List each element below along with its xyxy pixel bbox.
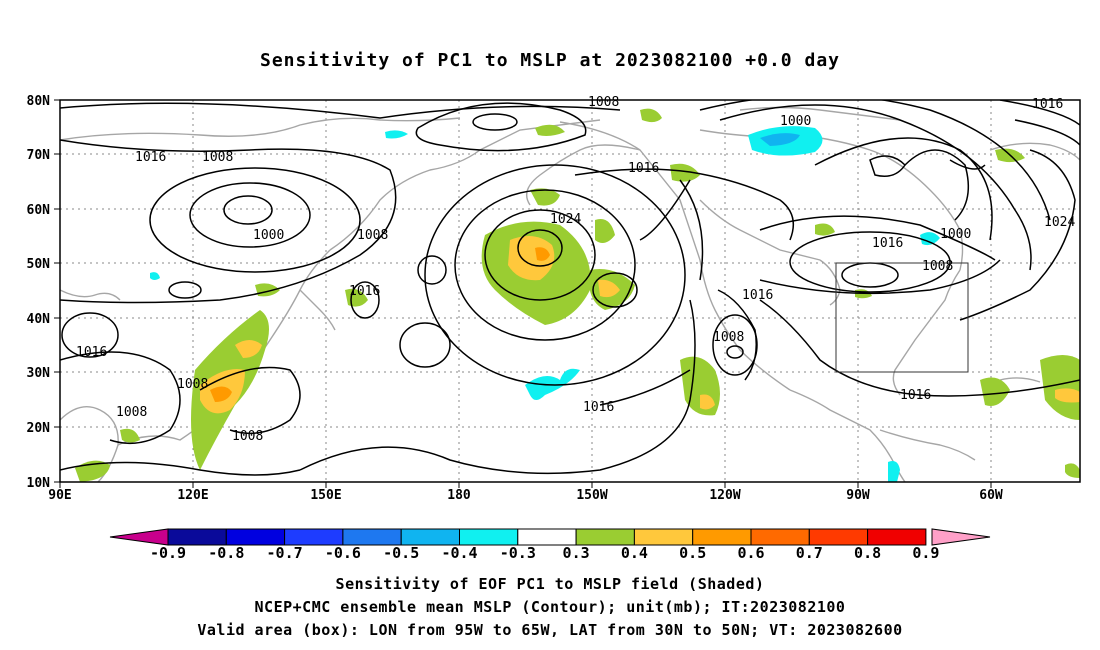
isobar-label: 1008 (177, 377, 208, 392)
colorbar-label: 0.4 (621, 544, 648, 562)
longitude-labels: 90E 120E 150E 180 150W 120W 90W 60W (48, 488, 1003, 503)
isobar-label: 1016 (872, 236, 903, 251)
lon-label: 90W (846, 488, 870, 503)
colorbar-label: -0.8 (208, 544, 244, 562)
colorbar-label: 0.8 (854, 544, 881, 562)
colorbar-label: -0.7 (267, 544, 303, 562)
colorbar-label: 0.9 (912, 544, 939, 562)
lat-label: 30N (27, 366, 51, 381)
positive-sensitivity-shading (75, 108, 1080, 482)
lat-label: 70N (27, 148, 51, 163)
isobar-label: 1008 (116, 405, 147, 420)
tick-marks (54, 99, 992, 488)
isobar-label: 1008 (713, 330, 744, 345)
lon-label: 180 (447, 488, 471, 503)
lat-label: 80N (27, 94, 51, 109)
caption-valid-area: Valid area (box): LON from 95W to 65W, L… (197, 621, 903, 639)
caption-shading: Sensitivity of EOF PC1 to MSLP field (Sh… (335, 575, 765, 593)
colorbar-swatch (284, 528, 344, 546)
colorbar-swatch (633, 528, 694, 546)
lat-label: 20N (27, 421, 51, 436)
isobar-label: 1016 (628, 161, 659, 176)
isobar-label: 1024 (550, 212, 581, 227)
isobar-label: 1024 (1044, 215, 1075, 230)
lat-label: 40N (27, 312, 51, 327)
colorbar-swatch (225, 528, 286, 546)
isobar-label: 1016 (135, 150, 166, 165)
colorbar-swatch (867, 528, 927, 546)
lat-label: 60N (27, 203, 51, 218)
isobar-labels: 1008 1016 1000 1016 1008 1024 1016 1000 … (76, 95, 1075, 444)
colorbar-low-end (109, 528, 169, 546)
mslp-contours (60, 100, 1080, 476)
lon-label: 150E (310, 488, 341, 503)
isobar-label: 1016 (900, 388, 931, 403)
colorbar-swatch (750, 528, 810, 546)
colorbar-swatch (400, 528, 461, 546)
latitude-labels: 80N 70N 60N 50N 40N 30N 20N 10N (27, 94, 51, 491)
colorbar-label: -0.5 (383, 544, 419, 562)
isobar-label: 1016 (349, 284, 380, 299)
lon-label: 90E (48, 488, 71, 503)
colorbar-swatch (517, 528, 577, 546)
map-title: Sensitivity of PC1 to MSLP at 2023082100… (259, 50, 840, 71)
isobar-label: 1008 (232, 429, 263, 444)
lon-label: 150W (576, 488, 607, 503)
colorbar-label: -0.4 (441, 544, 477, 562)
lat-label: 50N (27, 257, 51, 272)
lat-label: 10N (27, 476, 51, 491)
isobar-label: 1000 (780, 114, 811, 129)
isobar-label: 1008 (922, 259, 953, 274)
isobar-label: 1000 (940, 227, 971, 242)
colorbar-swatch (575, 528, 635, 546)
isobar-label: 1008 (202, 150, 233, 165)
colorbar-swatch (808, 528, 869, 546)
lon-label: 120E (177, 488, 208, 503)
colorbar-label: -0.3 (500, 544, 536, 562)
colorbar-swatch (342, 528, 402, 546)
caption-contour: NCEP+CMC ensemble mean MSLP (Contour); u… (254, 598, 846, 616)
colorbar-label: 0.5 (679, 544, 706, 562)
colorbar-label: -0.9 (150, 544, 186, 562)
colorbar-label: 0.6 (737, 544, 764, 562)
valid-area-box (835, 262, 969, 373)
isobar-label: 1008 (588, 95, 619, 110)
lon-label: 60W (979, 488, 1003, 503)
map-frame (59, 99, 1081, 483)
lon-label: 120W (709, 488, 740, 503)
colorbar: -0.9 -0.8 -0.7 -0.6 -0.5 -0.4 -0.3 0.3 0.4 0.5 0.6… (109, 528, 991, 562)
colorbar-label: 0.7 (796, 544, 823, 562)
colorbar-high-end (931, 528, 991, 546)
isobar-label: 1000 (253, 228, 284, 243)
colorbar-swatch (167, 528, 227, 546)
isobar-label: 1016 (742, 288, 773, 303)
isobar-label: 1016 (76, 345, 107, 360)
colorbar-swatch (692, 528, 752, 546)
colorbar-swatch (459, 528, 519, 546)
isobar-label: 1016 (583, 400, 614, 415)
colorbar-label: 0.3 (563, 544, 590, 562)
isobar-label: 1008 (357, 228, 388, 243)
colorbar-label: -0.6 (325, 544, 361, 562)
